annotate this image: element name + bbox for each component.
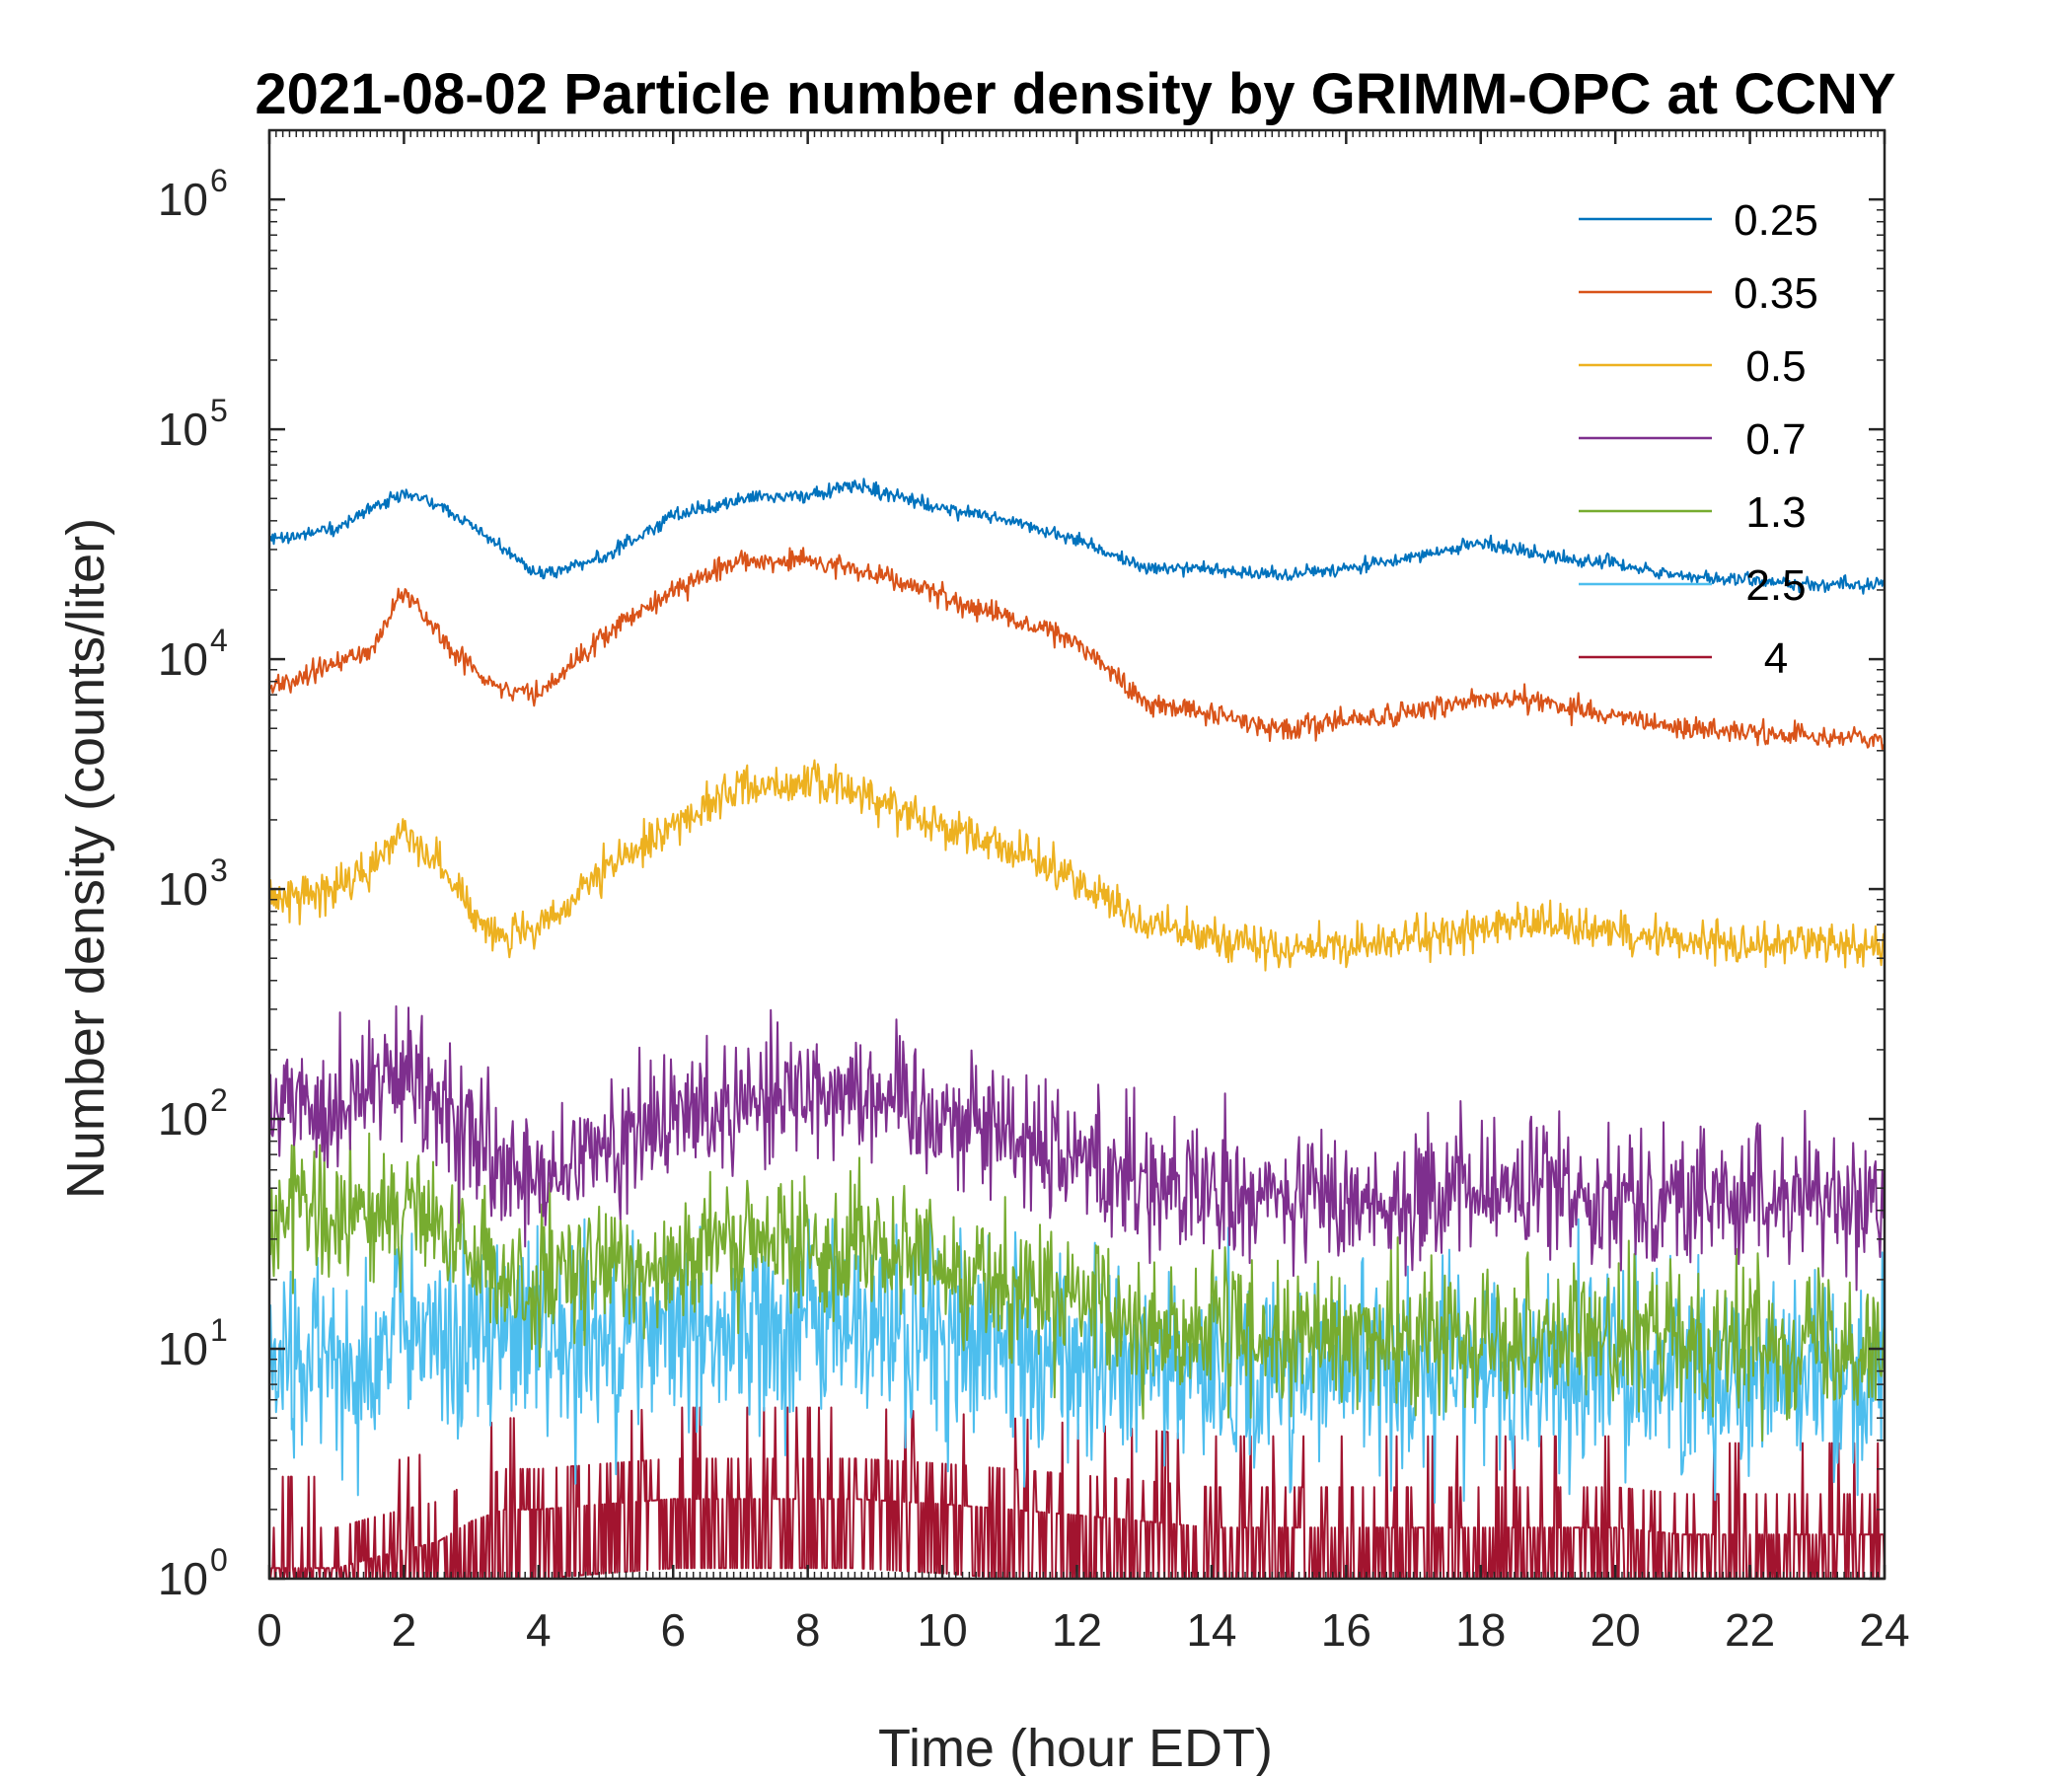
y-tick-exponent: 2 <box>210 1082 228 1118</box>
series-line-0_7 <box>268 1004 1886 1292</box>
x-tick-label: 20 <box>1591 1604 1641 1656</box>
legend-label-0_35: 0.35 <box>1734 269 1818 318</box>
x-tick-label: 16 <box>1321 1604 1371 1656</box>
x-tick-label: 8 <box>795 1604 821 1656</box>
x-tick-label: 2 <box>392 1604 417 1656</box>
legend-label-0_7: 0.7 <box>1745 415 1806 464</box>
legend-label-4: 4 <box>1764 634 1788 683</box>
series-line-0_25 <box>268 478 1886 595</box>
x-tick-label: 10 <box>917 1604 967 1656</box>
series-line-0_5 <box>268 759 1886 972</box>
y-tick-label: 10 <box>158 404 208 455</box>
y-tick-label: 10 <box>158 174 208 225</box>
y-axis-label: Number density (counts/liter) <box>56 518 115 1199</box>
x-tick-label: 18 <box>1455 1604 1506 1656</box>
legend: 0.25 0.35 0.5 0.7 1.3 2.5 4 <box>1579 196 1818 683</box>
y-tick-label: 10 <box>158 633 208 685</box>
y-tick-exponent: 3 <box>210 852 228 888</box>
y-tick-label: 10 <box>158 1093 208 1145</box>
x-tick-label: 24 <box>1859 1604 1909 1656</box>
x-tick-label: 22 <box>1725 1604 1775 1656</box>
series-line-1_3 <box>268 1130 1886 1443</box>
y-tick-exponent: 4 <box>210 623 228 658</box>
series-line-2_5 <box>268 1199 1886 1504</box>
x-tick-label: 4 <box>526 1604 552 1656</box>
legend-label-0_25: 0.25 <box>1734 196 1818 245</box>
x-axis-label: Time (hour EDT) <box>878 1719 1273 1776</box>
legend-label-0_5: 0.5 <box>1745 342 1806 391</box>
y-tick-exponent: 5 <box>210 393 228 428</box>
y-tick-exponent: 6 <box>210 163 228 198</box>
y-tick-label: 10 <box>158 1323 208 1374</box>
legend-label-2_5: 2.5 <box>1745 561 1806 610</box>
y-tick-label: 10 <box>158 1553 208 1604</box>
y-tick-label: 10 <box>158 863 208 915</box>
series-layer <box>268 478 1886 1580</box>
x-tick-label: 6 <box>660 1604 686 1656</box>
y-tick-exponent: 1 <box>210 1312 228 1348</box>
x-tick-label: 14 <box>1186 1604 1236 1656</box>
chart-title: 2021-08-02 Particle number density by GR… <box>255 62 1895 126</box>
x-tick-label: 12 <box>1052 1604 1102 1656</box>
legend-label-1_3: 1.3 <box>1745 488 1806 537</box>
series-line-0_35 <box>268 547 1886 751</box>
y-tick-exponent: 0 <box>210 1542 228 1578</box>
x-tick-label: 0 <box>257 1604 282 1656</box>
